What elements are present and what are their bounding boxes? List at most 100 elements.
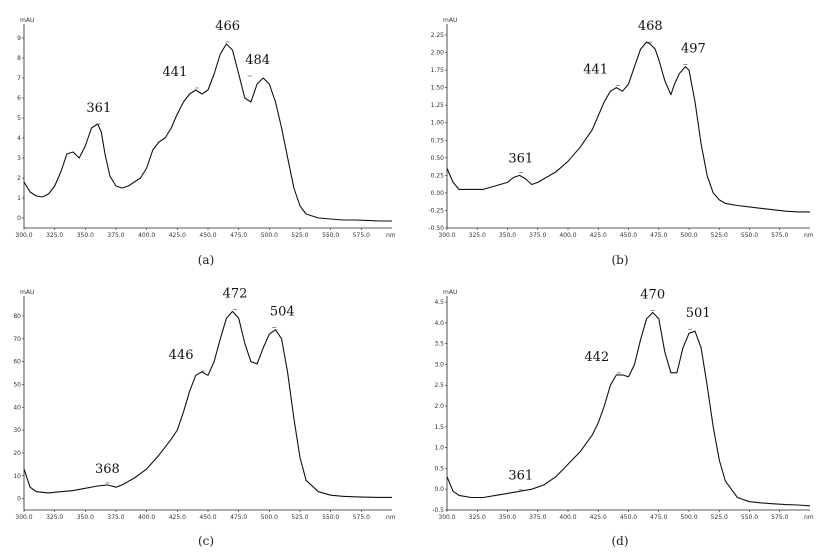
- y-tick-label-c: 10: [13, 473, 21, 480]
- y-unit-a: mAU: [20, 17, 34, 24]
- x-tick-label-c: 300.0: [15, 514, 32, 521]
- x-tick-label-a: 400.0: [138, 232, 155, 239]
- y-tick-label-d: 0.5: [434, 465, 444, 472]
- panel-caption-b: (b): [611, 253, 628, 267]
- x-tick-label-a: 550.0: [322, 232, 339, 239]
- spectrum-line-a: [23, 43, 392, 222]
- x-tick-label-a: 375.0: [107, 232, 124, 239]
- x-tick-label-c: 375.0: [107, 514, 124, 521]
- x-tick-label-c: 400.0: [138, 514, 155, 521]
- y-tick-label-b: 0.75: [431, 137, 445, 144]
- x-tick-label-a: 575.0: [353, 232, 370, 239]
- x-tick-label-a: 500.0: [261, 232, 278, 239]
- y-tick-label-d: 2.5: [434, 382, 444, 389]
- y-tick-label-b: -0.25: [428, 207, 444, 214]
- x-tick-label-b: 475.0: [650, 232, 667, 239]
- y-tick-label-b: 0.50: [431, 155, 445, 162]
- y-tick-label-a: 8: [17, 55, 21, 62]
- y-tick-label-d: 0.0: [434, 486, 444, 493]
- x-unit-c: nm: [386, 514, 396, 521]
- x-tick-label-c: 350.0: [77, 514, 94, 521]
- spectrum-line-c: [23, 310, 392, 498]
- y-tick-label-b: -0.50: [428, 225, 444, 232]
- chart-panel-c: mAU nm 300.0 325.0 350.0 375.0 400.0 425.0 450.0…: [13, 286, 395, 548]
- x-tick-label-d: 475.0: [650, 514, 667, 521]
- x-tick-label-d: 400.0: [559, 514, 576, 521]
- y-tick-label-d: -0.5: [432, 507, 444, 514]
- y-tick-label-a: 6: [17, 95, 21, 102]
- y-tick-label-c: 70: [13, 336, 21, 343]
- peak-label-d: 501: [686, 306, 711, 321]
- x-tick-label-b: 550.0: [741, 232, 758, 239]
- y-unit-c: mAU: [20, 289, 34, 296]
- x-tick-label-b: 300.0: [438, 232, 455, 239]
- x-tick-label-d: 325.0: [469, 514, 486, 521]
- y-tick-label-b: 1.50: [431, 85, 445, 92]
- x-tick-label-c: 575.0: [353, 514, 370, 521]
- peak-label-c: 446: [169, 348, 194, 363]
- peak-label-d: 470: [640, 287, 665, 302]
- x-unit-d: nm: [804, 514, 814, 521]
- chart-panel-a: mAU nm 300.0 325.0 350.0 375.0 400.0 425.0 450.0…: [15, 17, 395, 267]
- peak-label-a: 441: [163, 65, 188, 80]
- y-tick-label-d: 1.5: [434, 424, 444, 431]
- y-tick-label-d: 4.5: [434, 299, 444, 306]
- peak-label-d: 361: [508, 468, 533, 483]
- x-tick-label-d: 550.0: [741, 514, 758, 521]
- y-tick-label-a: 7: [17, 75, 21, 82]
- x-tick-label-d: 525.0: [711, 514, 728, 521]
- y-tick-label-c: 50: [13, 381, 21, 388]
- x-tick-label-d: 425.0: [590, 514, 607, 521]
- peak-label-c: 504: [270, 305, 295, 320]
- y-tick-label-d: 3.0: [434, 361, 444, 368]
- peak-label-b: 468: [638, 19, 663, 34]
- x-tick-label-a: 450.0: [199, 232, 216, 239]
- x-tick-label-d: 300.0: [438, 514, 455, 521]
- x-tick-label-c: 325.0: [46, 514, 63, 521]
- y-tick-label-a: 5: [17, 115, 21, 122]
- peak-label-d: 442: [584, 350, 609, 365]
- y-tick-label-c: 60: [13, 359, 21, 366]
- y-tick-label-d: 1.0: [434, 445, 444, 452]
- y-tick-label-d: 4.0: [434, 320, 444, 327]
- x-tick-label-b: 350.0: [499, 232, 516, 239]
- x-tick-label-c: 500.0: [261, 514, 278, 521]
- y-tick-label-a: 9: [17, 35, 21, 42]
- y-tick-label-c: 20: [13, 450, 21, 457]
- panel-caption-a: (a): [198, 253, 215, 267]
- y-tick-label-a: 3: [17, 155, 21, 162]
- spectrum-line-d: [446, 311, 811, 507]
- y-tick-label-b: 0.00: [431, 190, 445, 197]
- x-tick-label-a: 350.0: [77, 232, 94, 239]
- x-unit-a: nm: [386, 232, 396, 239]
- x-tick-label-d: 575.0: [771, 514, 788, 521]
- y-tick-label-b: 1.75: [431, 67, 445, 74]
- x-tick-label-b: 500.0: [680, 232, 697, 239]
- panel-caption-c: (c): [198, 534, 214, 548]
- x-tick-label-c: 475.0: [230, 514, 247, 521]
- x-tick-label-b: 575.0: [771, 232, 788, 239]
- x-tick-label-a: 525.0: [291, 232, 308, 239]
- x-tick-label-b: 450.0: [620, 232, 637, 239]
- peak-label-a: 466: [215, 19, 240, 34]
- y-tick-label-b: 1.00: [431, 120, 445, 127]
- peak-label-a: 361: [86, 101, 111, 116]
- y-tick-label-a: 2: [17, 175, 21, 182]
- y-tick-label-c: 40: [13, 404, 21, 411]
- x-tick-label-b: 400.0: [559, 232, 576, 239]
- x-tick-label-a: 325.0: [46, 232, 63, 239]
- peak-label-b: 361: [508, 152, 533, 167]
- y-tick-label-c: 80: [13, 313, 21, 320]
- x-tick-label-c: 425.0: [169, 514, 186, 521]
- chart-panel-b: mAU nm 300.0 325.0 350.0 375.0 400.0 425.0 450.0…: [428, 17, 813, 267]
- x-tick-label-b: 375.0: [529, 232, 546, 239]
- x-tick-label-d: 500.0: [680, 514, 697, 521]
- y-tick-label-a: 4: [17, 135, 21, 142]
- y-tick-label-c: 30: [13, 427, 21, 434]
- x-tick-label-a: 300.0: [15, 232, 32, 239]
- x-tick-label-c: 450.0: [199, 514, 216, 521]
- spectrum-line-b: [446, 41, 810, 213]
- y-tick-label-b: 2.25: [431, 32, 445, 39]
- peak-label-a: 484: [245, 53, 270, 68]
